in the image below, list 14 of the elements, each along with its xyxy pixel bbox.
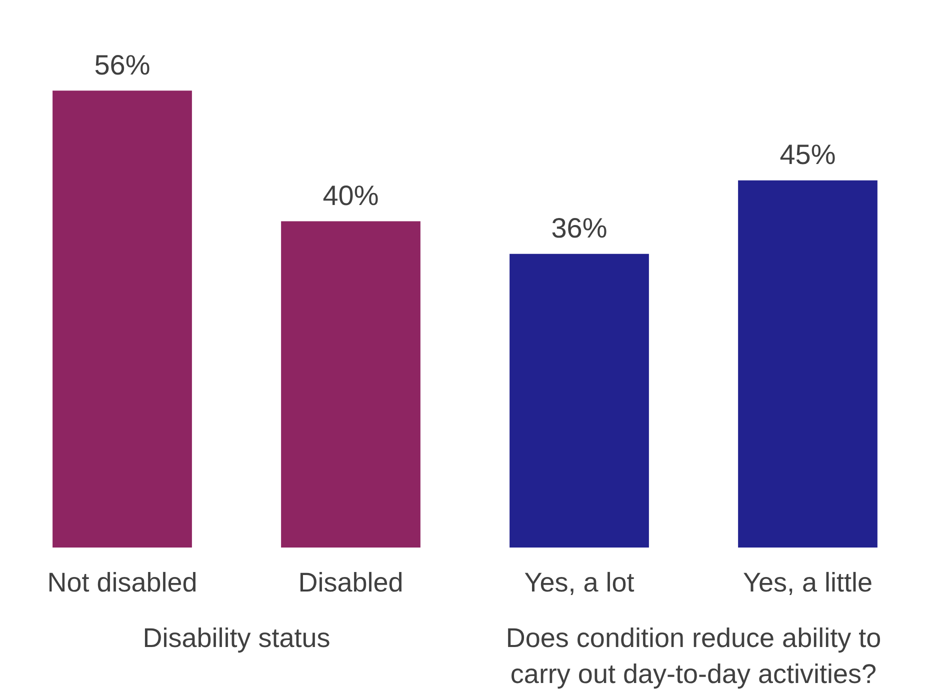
- bar: [738, 180, 878, 548]
- x-tick-label: Disabled: [298, 567, 404, 598]
- bar: [510, 254, 649, 548]
- data-label: 45%: [780, 139, 836, 170]
- text: Disability status: [142, 622, 332, 655]
- bar: [281, 221, 420, 548]
- bar: [52, 90, 192, 548]
- data-label: 36%: [551, 212, 608, 244]
- data-label: 56%: [94, 49, 150, 80]
- text: Does condition reduce ability to carry out day-to-day activities?: [504, 622, 882, 691]
- x-tick-label: Yes, a lot: [524, 567, 635, 598]
- x-tick-label: Not disabled: [47, 567, 198, 598]
- x-tick-label: Yes, a little: [742, 567, 873, 598]
- data-label: 40%: [322, 180, 379, 211]
